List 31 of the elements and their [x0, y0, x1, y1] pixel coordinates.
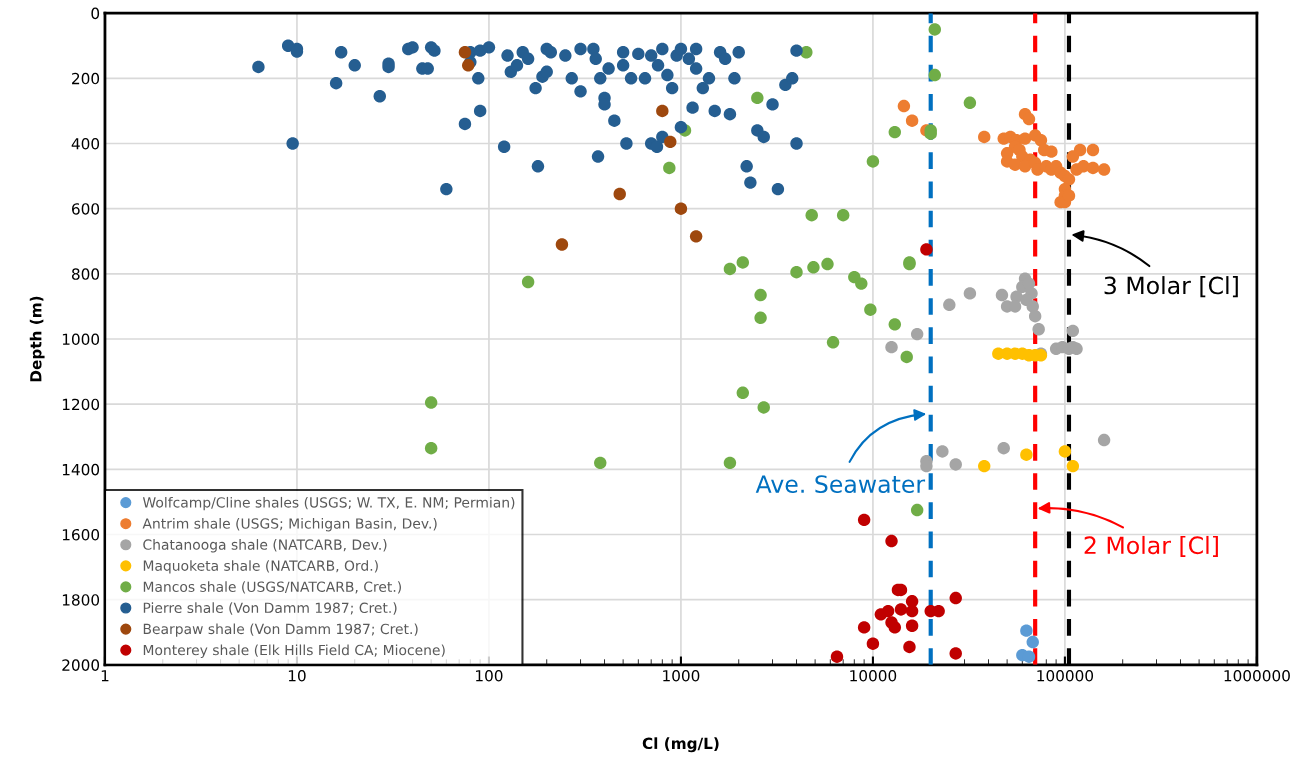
y-tick-label: 0 [91, 7, 100, 20]
x-tick-label: 100000 [1037, 670, 1094, 682]
x-tick-label: 1000000 [1224, 670, 1290, 682]
y-tick-label: 400 [71, 137, 100, 150]
y-tick-label: 200 [72, 72, 100, 85]
legend-label: Pierre shale (Von Damm 1987; Cret.) [143, 602, 397, 615]
legend-label: Maquoketa shale (NATCARB, Ord.) [143, 560, 378, 574]
legend-label: Bearpaw shale (Von Damm 1987; Cret.) [143, 623, 418, 637]
y-tick-label: 600 [72, 203, 100, 215]
x-tick-label: 100 [476, 670, 503, 682]
y-axis-title: Depth (m) [29, 296, 45, 382]
y-tick-label: 1800 [62, 594, 100, 606]
x-tick-label: 1 [101, 670, 109, 682]
x-tick-label: 10 [288, 670, 306, 682]
y-tick-label: 1400 [62, 463, 100, 476]
y-tick-label: 1200 [62, 398, 100, 411]
annotation: 2 Molar [Cl] [1084, 535, 1218, 557]
x-tick-label: 10000 [850, 670, 897, 682]
legend-label: Monterey shale (Elk Hills Field CA; Miocene) [143, 644, 445, 658]
y-tick-label: 1600 [62, 528, 100, 541]
legend-label: Antrim shale (USGS; Michigan Basin, Dev.) [142, 518, 437, 532]
legend-label: Wolfcamp/Cline shales (USGS; W. TX, E. NM; Permian) [142, 496, 515, 511]
legend-label: Mancos shale (USGS/NATCARB, Cret.) [143, 581, 401, 594]
y-tick-label: 1000 [62, 333, 100, 346]
x-axis-title: Cl (mg/L) [642, 737, 719, 753]
annotation: Ave. Seawater [755, 475, 926, 494]
x-tick-label: 1000 [663, 670, 700, 682]
annotation: 3 Molar [Cl] [1104, 276, 1238, 298]
y-tick-label: 2000 [62, 659, 100, 671]
y-tick-label: 800 [71, 268, 100, 280]
legend-label: Chatanooga shale (NATCARB, Dev.) [143, 539, 387, 553]
